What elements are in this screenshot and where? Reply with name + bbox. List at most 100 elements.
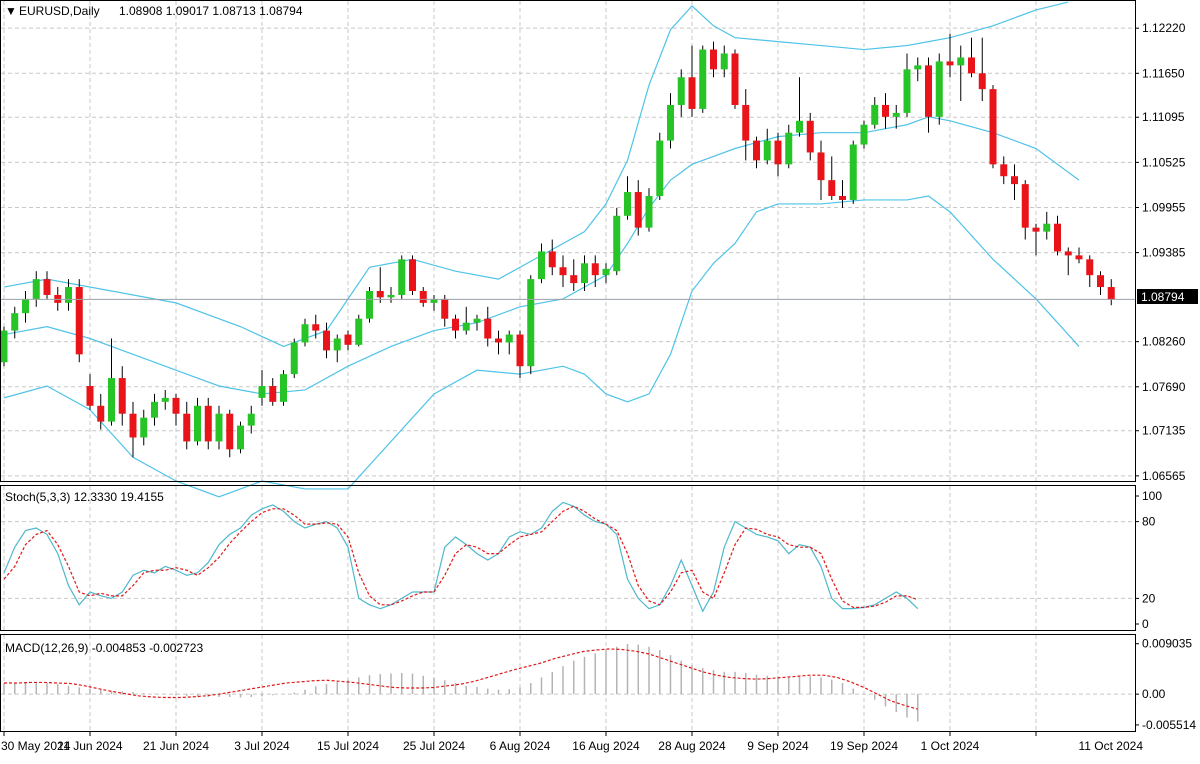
price-tick-label: 1.11650 <box>1142 66 1185 80</box>
stochastic-main-line <box>3 501 919 613</box>
macd-signal-line <box>4 648 918 710</box>
candle <box>269 378 277 406</box>
candle-body-bear <box>269 386 277 402</box>
candle <box>591 255 599 288</box>
candle <box>0 326 8 367</box>
candle <box>968 37 975 78</box>
candle <box>1021 180 1029 240</box>
candle-body-bull <box>645 196 653 228</box>
candle <box>86 374 94 410</box>
candle <box>108 338 115 426</box>
candle-body-bear <box>731 53 739 105</box>
x-tick-label: 9 Sep 2024 <box>747 739 809 753</box>
macd-tick-label: 0.00 <box>1142 687 1166 701</box>
candle <box>731 49 739 109</box>
candle <box>505 330 513 355</box>
candle-body-bear <box>774 140 782 165</box>
candle <box>344 330 352 351</box>
candle <box>860 120 868 149</box>
macd-indicator-label: MACD(12,26,9) -0.004853 -0.002723 <box>5 641 203 655</box>
candle <box>1054 215 1061 256</box>
candle <box>473 314 481 331</box>
candle-body-bull <box>720 53 728 70</box>
candle <box>75 279 83 363</box>
candle <box>1064 247 1072 276</box>
candle <box>183 401 191 450</box>
candle-body-bull <box>602 268 610 276</box>
x-tick-label: 1 Oct 2024 <box>921 739 980 753</box>
candle <box>376 267 384 303</box>
candle-body-bull <box>398 259 406 295</box>
candle <box>194 397 201 446</box>
x-tick-label: 15 Jul 2024 <box>317 739 379 753</box>
candle-body-bear <box>946 61 954 66</box>
candle-body-bull <box>849 144 857 200</box>
candle-body-bear <box>634 192 642 228</box>
candle <box>409 255 416 295</box>
candle-body-bull <box>624 192 631 216</box>
candle <box>237 421 244 454</box>
candle-body-bear <box>129 413 137 438</box>
candle <box>387 287 395 303</box>
macd-tick-label: -0.005514 <box>1142 718 1196 732</box>
candle <box>817 140 825 200</box>
candle <box>527 275 535 375</box>
candle <box>892 104 900 129</box>
candle <box>903 53 911 117</box>
candle-body-bear <box>376 291 384 298</box>
candle-body-bear <box>1054 223 1061 252</box>
candle <box>667 93 674 149</box>
candle-body-bull <box>892 112 900 117</box>
price-tick-label: 1.12220 <box>1142 21 1186 35</box>
x-tick-label: 21 Jun 2024 <box>143 739 209 753</box>
candle-body-bull <box>527 279 535 367</box>
current-price-value: 1.08794 <box>1141 290 1185 304</box>
candle-body-bear <box>828 180 836 196</box>
candle <box>720 45 728 78</box>
candle-body-bear <box>118 378 126 414</box>
candle-body-bear <box>742 104 750 141</box>
stoch-y-axis: 100 80 20 0 <box>1135 489 1162 631</box>
candle-body-bull <box>161 397 169 402</box>
candle-body-bear <box>1032 227 1040 232</box>
candle-body-bear <box>817 152 825 181</box>
candle <box>97 393 105 430</box>
x-tick-label: 6 Aug 2024 <box>490 739 551 753</box>
bollinger-upper-line <box>3 1 1069 348</box>
stoch-grid <box>1 486 1135 630</box>
candle <box>312 314 320 339</box>
candle-body-bear <box>570 275 578 284</box>
candle <box>548 239 556 276</box>
candle <box>559 255 567 288</box>
candle-body-bear <box>882 104 889 117</box>
candle-body-bull <box>473 318 481 323</box>
price-y-axis: 1.12220 1.11650 1.11095 1.10525 1.09955 1.093… <box>1135 21 1186 483</box>
chart-menu-arrow[interactable]: ▼ <box>5 4 17 18</box>
stoch-indicator-label: Stoch(5,3,3) 12.3330 19.4155 <box>5 490 164 504</box>
candle <box>1097 271 1104 295</box>
candle-body-bull <box>581 263 588 284</box>
stoch-tick-label: 80 <box>1142 515 1156 529</box>
x-tick-label: 11 Oct 2024 <box>1079 739 1144 753</box>
x-tick-label: 19 Sep 2024 <box>830 739 898 753</box>
x-tick-label: 25 Jul 2024 <box>403 739 465 753</box>
candle <box>129 401 137 458</box>
candle-body-bear <box>226 413 234 450</box>
candle-body-bear <box>484 318 492 339</box>
candle <box>65 279 72 311</box>
candle-body-bear <box>710 49 717 70</box>
candle-body-bull <box>656 140 664 196</box>
candle-body-bull <box>613 215 621 272</box>
stoch-tick-label: 100 <box>1142 489 1162 503</box>
candle-body-bear <box>968 57 975 74</box>
candle-body-bear <box>989 89 997 165</box>
symbol-label: EURUSD,Daily <box>19 4 100 18</box>
x-tick-label: 28 Aug 2024 <box>658 739 726 753</box>
candle-body-bear <box>1000 164 1008 177</box>
candle <box>806 112 814 161</box>
candle-body-bear <box>839 196 846 200</box>
candle <box>226 409 234 458</box>
candle-body-bear <box>183 413 191 442</box>
candle-body-bull <box>151 401 158 418</box>
